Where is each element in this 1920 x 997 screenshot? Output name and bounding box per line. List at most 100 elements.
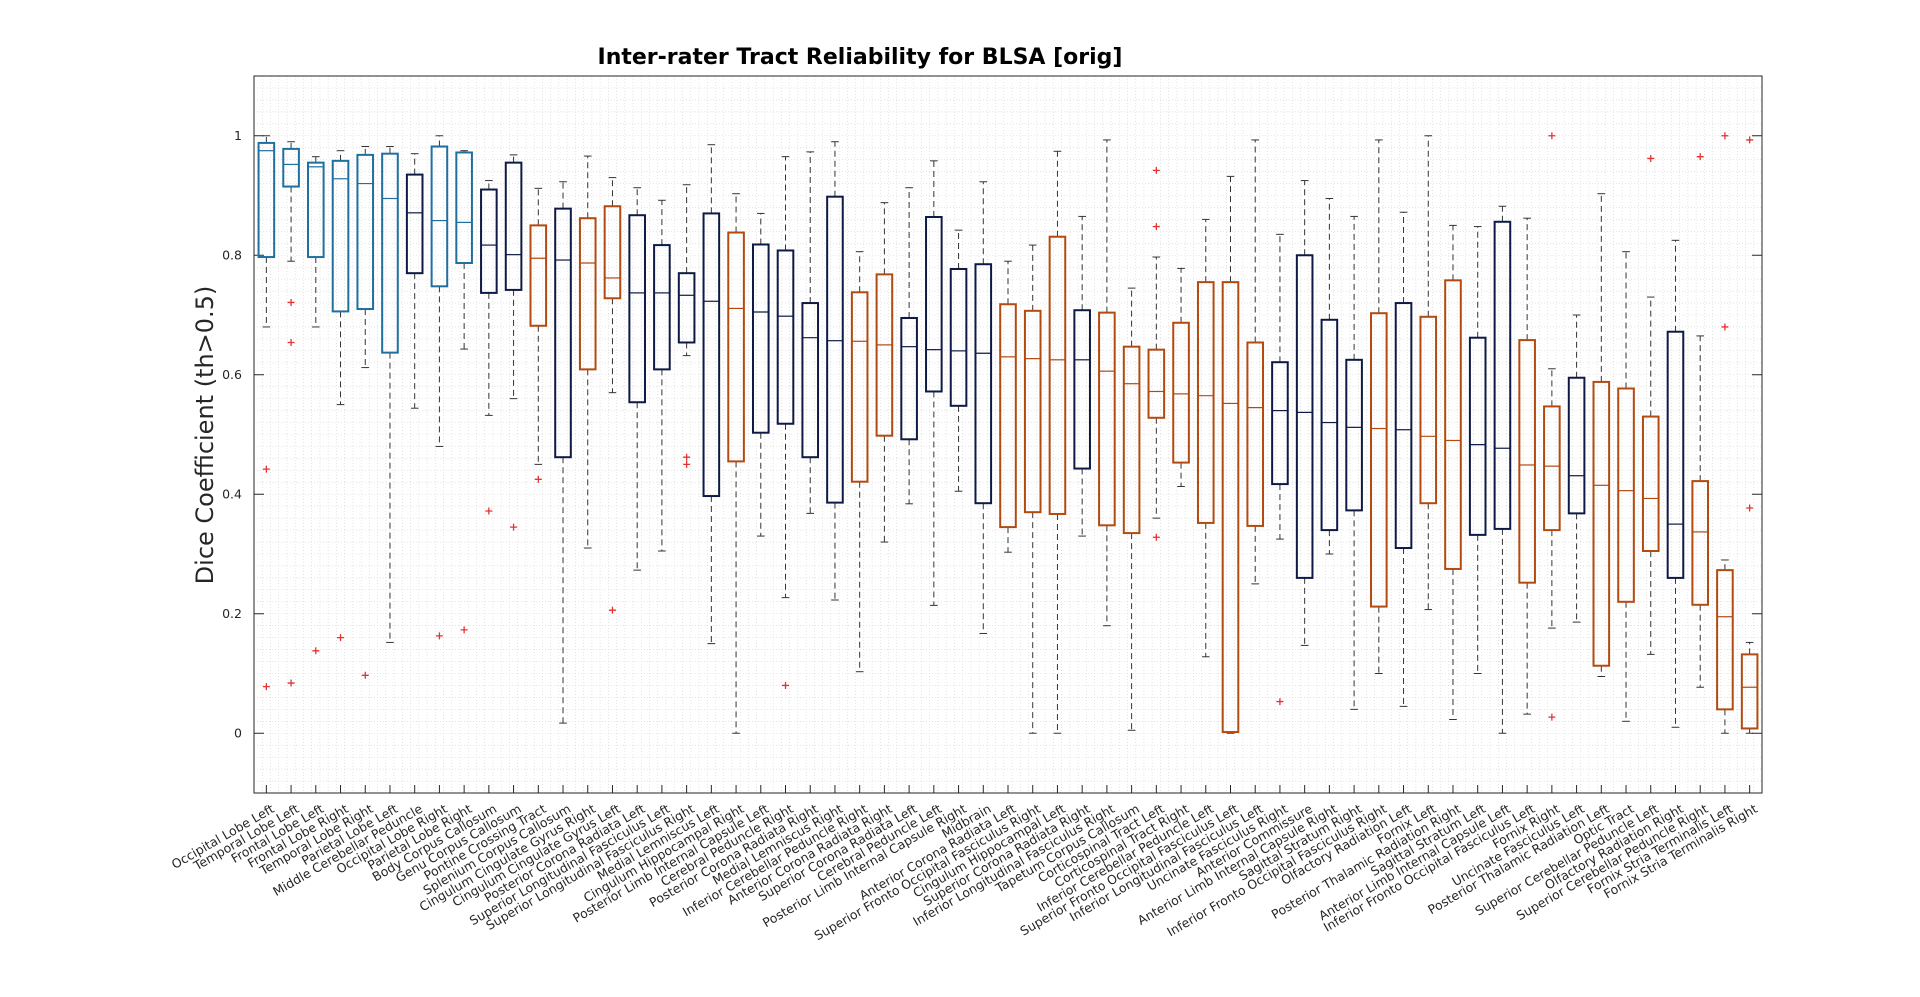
box-iqr: [282, 147, 300, 188]
box-iqr: [875, 273, 894, 437]
y-tick-label: 0.8: [222, 247, 242, 262]
box-item: [702, 144, 721, 645]
outlier-marker: [435, 632, 443, 640]
box-iqr: [1221, 281, 1240, 734]
box-iqr: [1196, 281, 1215, 524]
y-tick-label: 1: [234, 128, 242, 143]
outlier-marker: [312, 647, 320, 655]
box-item: [1641, 154, 1660, 655]
box-iqr: [702, 212, 721, 498]
box-iqr: [1271, 361, 1289, 486]
box-iqr: [1023, 309, 1042, 514]
outlier-marker: [337, 634, 345, 642]
outlier-marker: [1152, 166, 1160, 174]
box-item: [430, 135, 449, 640]
box-item: [1345, 215, 1363, 710]
outlier-marker: [262, 465, 270, 473]
outlier-marker: [683, 453, 691, 461]
box-iqr: [603, 205, 622, 300]
box-item: [1147, 166, 1166, 541]
outlier-marker: [1548, 132, 1556, 140]
box-iqr: [999, 303, 1017, 529]
box-item: [801, 151, 820, 514]
box-item: [1048, 150, 1067, 734]
box-iqr: [1394, 302, 1413, 550]
y-tick-label: 0.6: [222, 367, 242, 382]
y-tick-label: 0: [234, 725, 242, 740]
outlier-marker: [1721, 323, 1729, 331]
box-iqr: [1592, 380, 1611, 667]
box-item: [307, 156, 325, 655]
y-axis-ticks: 0 0.2 0.4 0.6 0.8 1: [222, 128, 1762, 740]
box-item: [1023, 244, 1042, 734]
box-item: [677, 184, 696, 468]
box-item: [1073, 215, 1091, 537]
box-item: [850, 251, 869, 673]
box-item: [1246, 139, 1265, 585]
box-item: [1122, 287, 1141, 731]
box-iqr: [307, 161, 325, 259]
box-item: [999, 260, 1017, 553]
outlier-marker: [510, 523, 518, 531]
box-item: [1271, 233, 1289, 706]
box-iqr: [480, 188, 498, 294]
box-item: [1444, 224, 1462, 721]
box-item: [1567, 314, 1586, 623]
box-item: [1419, 135, 1438, 611]
box-iqr: [504, 161, 523, 291]
box-iqr: [529, 224, 548, 327]
box-iqr: [653, 244, 671, 371]
outlier-marker: [1721, 132, 1729, 140]
box-iqr: [1122, 345, 1141, 535]
box-iqr: [1740, 653, 1759, 730]
box-item: [653, 199, 671, 552]
box-iqr: [974, 263, 993, 505]
box-item: [504, 154, 523, 531]
box-iqr: [1468, 336, 1487, 536]
box-iqr: [554, 207, 572, 459]
box-iqr: [1691, 480, 1709, 606]
box-item: [1691, 153, 1709, 688]
box-item: [1518, 217, 1536, 715]
outlier-marker: [534, 475, 542, 483]
plot-area-frame: [253, 75, 1763, 794]
outlier-marker: [287, 298, 295, 306]
box-item: [480, 180, 498, 515]
box-item: [1543, 132, 1561, 721]
box-iqr: [751, 243, 770, 434]
box-iqr: [1444, 279, 1462, 570]
box-item: [826, 141, 844, 601]
box-iqr: [826, 195, 844, 504]
box-iqr: [1567, 376, 1586, 515]
box-item: [628, 187, 646, 571]
box-item: [949, 229, 968, 492]
box-iqr: [1246, 341, 1265, 527]
box-item: [1394, 211, 1413, 707]
y-axis-label: Dice Coefficient (th>0.5): [191, 286, 219, 585]
box-iqr: [1641, 415, 1660, 553]
box-item: [925, 160, 943, 606]
box-iqr: [1716, 569, 1734, 711]
box-item: [974, 181, 993, 634]
box-item: [554, 181, 572, 724]
outlier-marker: [1696, 153, 1704, 161]
box-item: [1493, 205, 1512, 734]
box-item: [1320, 197, 1339, 555]
outlier-marker: [608, 606, 616, 614]
box-iqr: [677, 272, 696, 344]
box-iqr: [949, 267, 968, 407]
box-iqr: [331, 159, 350, 313]
outlier-marker: [1152, 223, 1160, 231]
box-iqr: [1543, 405, 1561, 532]
box-item: [381, 146, 399, 643]
box-item: [1468, 226, 1487, 674]
y-tick-label: 0.2: [222, 606, 242, 621]
box-item: [529, 187, 548, 483]
box-iqr: [1147, 348, 1166, 419]
box-item: [1098, 139, 1116, 627]
outlier-marker: [262, 683, 270, 691]
box-item: [1617, 251, 1635, 722]
box-item: [776, 156, 795, 689]
box-iqr: [356, 153, 375, 311]
